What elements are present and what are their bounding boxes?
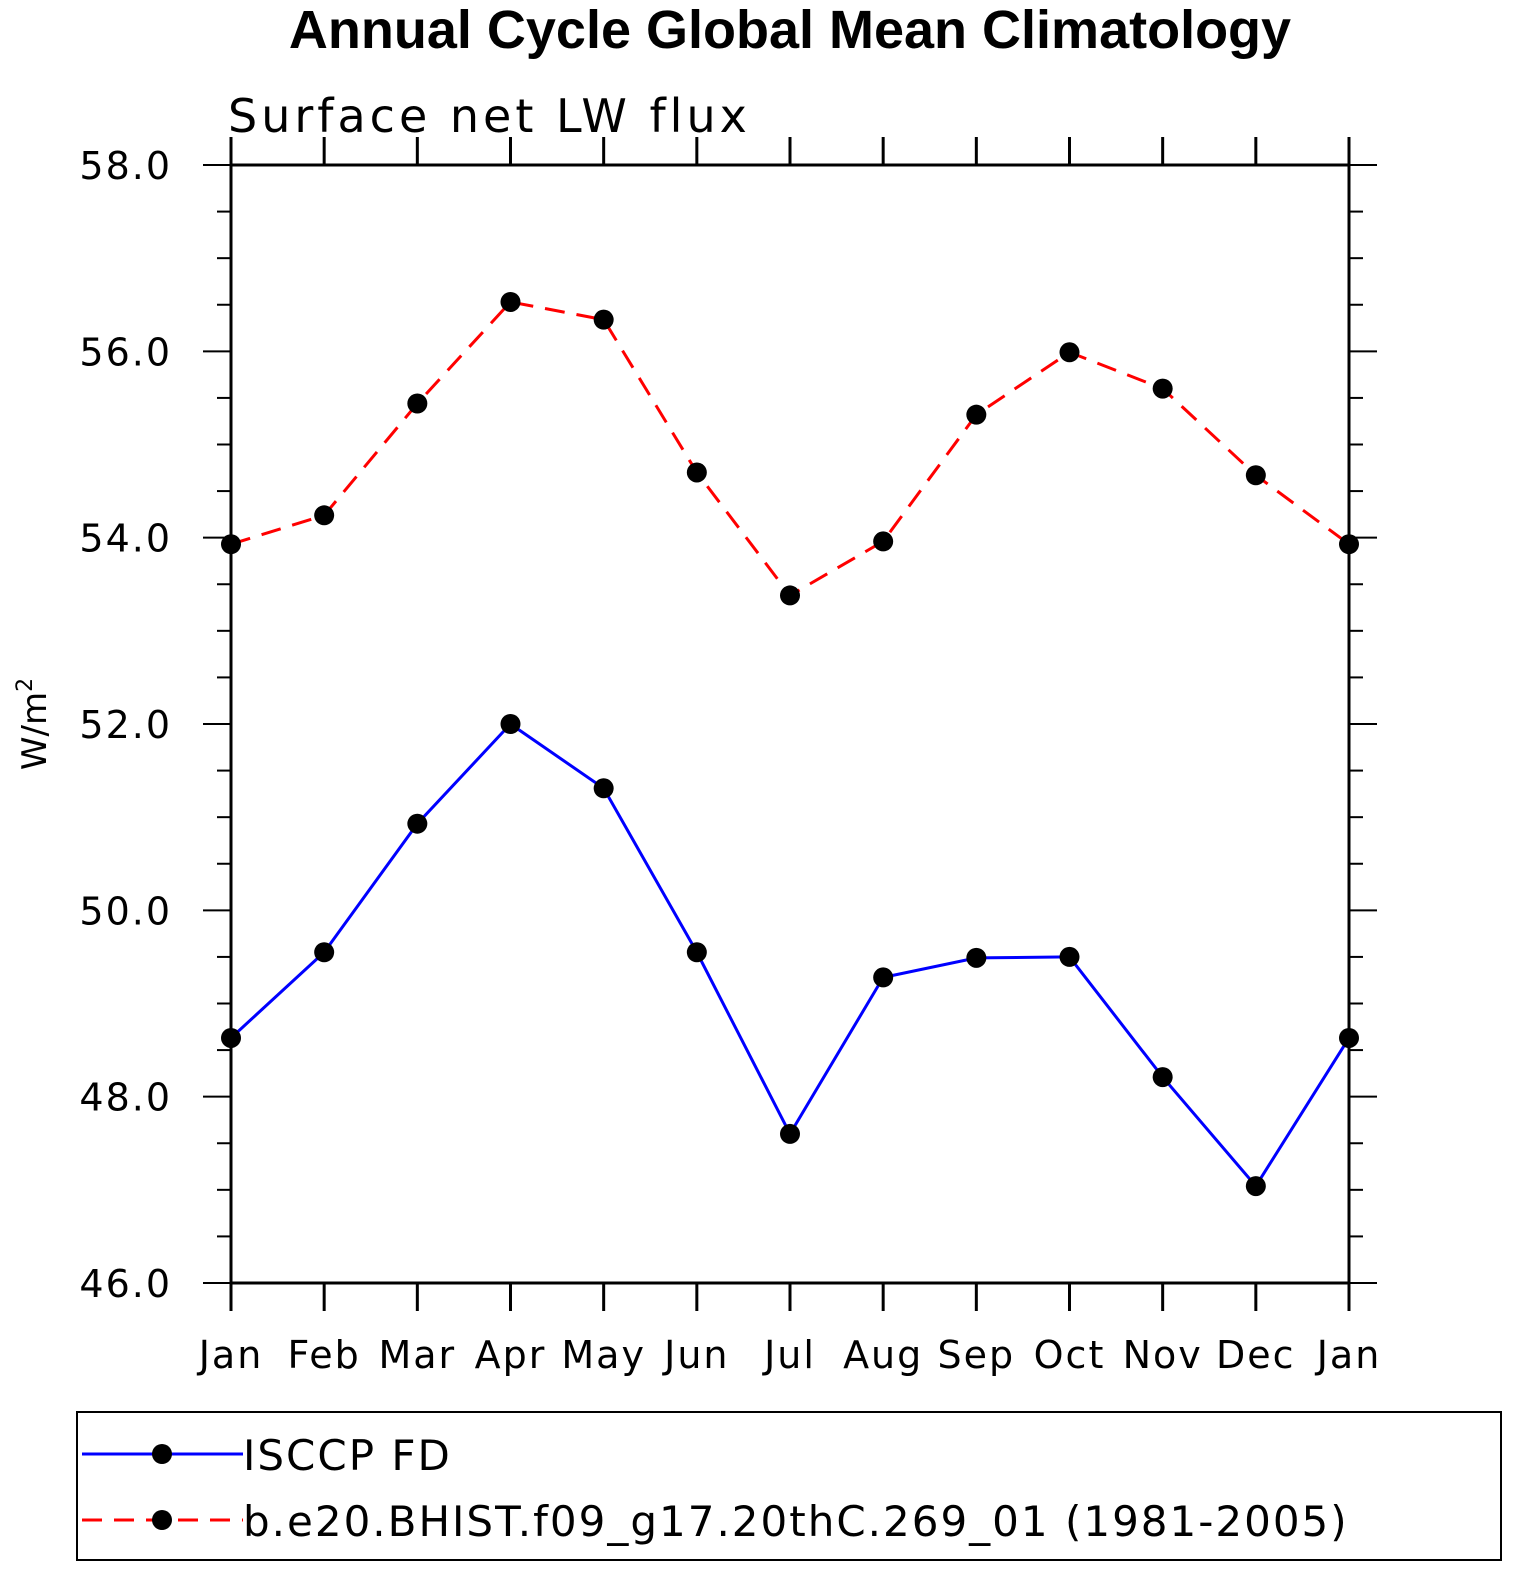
data-point-series-0 — [686, 942, 707, 963]
x-tick-label: Oct — [1034, 1333, 1106, 1377]
legend: ISCCP FD b.e20.BHIST.f09_g17.20thC.269_0… — [76, 1411, 1502, 1561]
data-point-series-1 — [407, 393, 428, 414]
chart-subtitle: Surface net LW flux — [228, 89, 751, 143]
y-tick-label: 52.0 — [79, 703, 172, 747]
data-point-series-0 — [221, 1027, 241, 1048]
y-tick-label: 50.0 — [79, 889, 172, 933]
data-point-series-1 — [873, 531, 894, 552]
data-point-series-0 — [1245, 1176, 1266, 1197]
x-tick-label: Feb — [288, 1333, 361, 1377]
y-tick-labels: 46.0 48.0 50.0 52.0 54.0 56.0 58.0 — [79, 144, 172, 1306]
x-tick-label: Jan — [197, 1333, 264, 1377]
data-point-series-1 — [500, 291, 521, 312]
x-tick-label: Aug — [843, 1333, 923, 1377]
y-axis-label-superscript: 2 — [13, 678, 38, 692]
x-tick-label: Jun — [662, 1333, 729, 1377]
series-lines — [229, 300, 1351, 1189]
y-tick-label: 48.0 — [79, 1076, 172, 1120]
legend-label-model: b.e20.BHIST.f09_g17.20thC.269_01 (1981-2… — [243, 1497, 1349, 1546]
x-tick-label: May — [561, 1333, 646, 1377]
x-tick-label: Apr — [475, 1333, 547, 1377]
data-point-series-1 — [780, 585, 800, 606]
legend-box — [76, 1411, 1502, 1561]
data-point-series-0 — [593, 778, 614, 799]
data-point-series-1 — [221, 534, 241, 555]
x-tick-labels: Jan Feb Mar Apr May Jun Jul Aug Sep Oct Nov Dec Jan — [197, 1333, 1382, 1377]
axis-ticks — [203, 137, 1377, 1311]
x-tick-label: Sep — [938, 1333, 1016, 1377]
y-tick-label: 56.0 — [79, 330, 172, 374]
data-markers — [221, 291, 1359, 1197]
data-point-series-1 — [686, 462, 707, 483]
data-point-series-1 — [966, 404, 987, 425]
data-point-series-0 — [1339, 1027, 1359, 1048]
data-point-series-0 — [966, 947, 987, 968]
y-tick-label: 58.0 — [79, 144, 172, 188]
data-point-series-1 — [1245, 465, 1266, 486]
data-point-series-1 — [1339, 534, 1359, 555]
data-point-series-1 — [314, 505, 335, 526]
data-point-series-0 — [1059, 946, 1080, 967]
x-tick-label: Mar — [378, 1333, 456, 1377]
legend-marker-model — [152, 1510, 172, 1530]
chart-title: Annual Cycle Global Mean Climatology — [289, 0, 1291, 60]
data-point-series-0 — [873, 967, 894, 988]
data-point-series-0 — [407, 813, 428, 834]
data-point-series-0 — [500, 714, 521, 734]
y-tick-label: 54.0 — [79, 517, 172, 561]
series-line-1 — [230, 300, 1350, 598]
legend-label-isccp: ISCCP FD — [243, 1431, 452, 1480]
plot-frame — [229, 163, 1351, 1285]
data-point-series-1 — [1059, 342, 1080, 363]
x-tick-label: Nov — [1123, 1333, 1203, 1377]
series-line-0 — [229, 722, 1351, 1189]
x-tick-label: Jan — [1315, 1333, 1382, 1377]
data-point-series-1 — [593, 309, 614, 330]
x-tick-label: Dec — [1216, 1333, 1296, 1377]
y-axis-label-text: W/m — [15, 692, 55, 770]
legend-marker-isccp — [152, 1444, 172, 1464]
y-tick-label: 46.0 — [79, 1262, 172, 1306]
data-point-series-0 — [314, 942, 335, 963]
y-axis-label: W/m2 — [13, 678, 55, 770]
data-point-series-1 — [1152, 378, 1173, 399]
data-point-series-0 — [1152, 1067, 1173, 1088]
x-tick-label: Jul — [762, 1333, 816, 1377]
data-point-series-0 — [780, 1123, 800, 1144]
